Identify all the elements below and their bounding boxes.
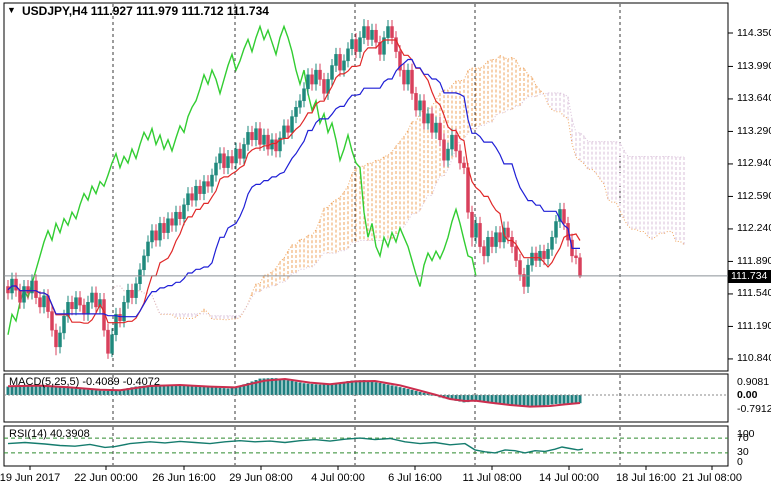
- macd-signal-line: [7, 377, 581, 408]
- macd-scale-max: 0.9081: [737, 376, 770, 388]
- time-axis-label: 26 Jun 16:00: [152, 472, 216, 484]
- rsi-scale-label: 30: [737, 446, 749, 459]
- symbol-period-label: USDJPY,H4: [22, 4, 88, 18]
- price-tick-label: 113.990: [737, 59, 771, 72]
- ichimoku-cloud: [111, 54, 685, 321]
- price-tick-label: 112.940: [737, 157, 771, 170]
- macd-scale-min: -0.7912: [737, 403, 771, 415]
- rsi-scale-label: 70: [737, 431, 749, 444]
- time-axis-label: 19 Jun 2017: [0, 472, 61, 484]
- candles-group: [6, 19, 582, 359]
- chikou-span-line: [7, 24, 477, 335]
- senkou-span-a-line: [111, 54, 685, 321]
- ohlc-values: 111.927 111.979 111.712 111.734: [90, 4, 269, 18]
- price-tick-label: 113.290: [737, 124, 771, 137]
- time-axis-label: 29 Jun 08:00: [229, 472, 293, 484]
- price-tick-label: 114.350: [737, 26, 771, 39]
- time-axis-label: 18 Jul 16:00: [616, 472, 676, 484]
- price-tick-label: 110.840: [737, 352, 771, 365]
- time-axis-label: 21 Jul 08:00: [682, 472, 742, 484]
- rsi-line: [7, 437, 584, 454]
- time-axis-label: 14 Jul 00:00: [539, 472, 599, 484]
- time-axis-label: 4 Jul 00:00: [311, 472, 365, 484]
- price-tick-label: 111.540: [737, 287, 771, 300]
- rsi-panel: [3, 425, 729, 467]
- price-tick-label: 112.240: [737, 222, 771, 235]
- rsi-scale-label: 0: [737, 456, 743, 468]
- price-tick-label: 112.590: [737, 189, 771, 202]
- time-axis-label: 22 Jun 00:00: [74, 472, 138, 484]
- price-tick-label: 111.890: [737, 254, 771, 267]
- tenkan-sen-line: [7, 39, 581, 324]
- chart-title: USDJPY,H4 111.927 111.979 111.712 111.73…: [22, 4, 269, 18]
- rsi-indicator-label: RSI(14) 40.3908: [9, 428, 90, 440]
- time-axis-label: 11 Jul 08:00: [462, 472, 522, 484]
- current-price-tag: 111.734: [728, 269, 771, 283]
- macd-scale-zero: 0.00: [737, 388, 758, 401]
- time-axis-label: 6 Jul 16:00: [388, 472, 442, 484]
- rsi-scale-label: 100: [737, 428, 755, 440]
- price-tick-label: 111.190: [737, 319, 771, 332]
- macd-histogram: [6, 378, 582, 407]
- macd-indicator-label: MACD(5,25,5) -0.4089 -0.4072: [9, 376, 161, 388]
- symbol-dropdown-icon[interactable]: ▼: [7, 5, 16, 15]
- kijun-sen-line: [7, 58, 580, 318]
- price-tick-label: 113.640: [737, 92, 771, 105]
